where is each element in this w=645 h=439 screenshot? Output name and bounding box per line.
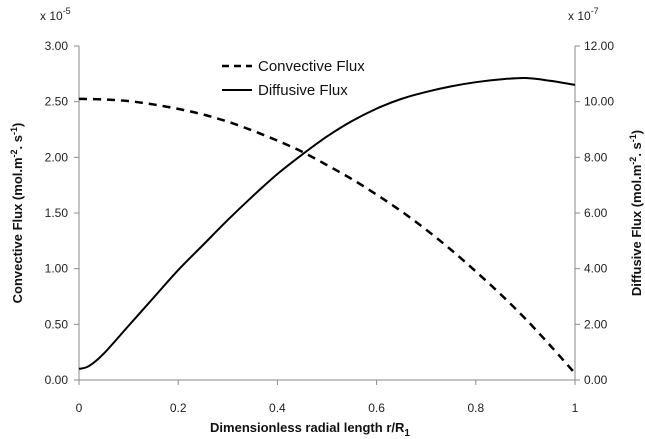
y-right-tick-label: 6.00 [584,206,608,220]
y-right-tick-label: 12.00 [584,39,614,53]
diffusive-flux-line [78,76,576,370]
y-left-tick-label: 0.00 [45,373,69,387]
y-left-tick-label: 1.00 [45,262,69,276]
x-tick-labels: 0 0.2 0.4 0.6 0.8 1 [76,380,579,415]
x-tick-label: 0 [76,401,83,415]
x-tick-label: 1 [572,401,579,415]
y-right-tick-label: 2.00 [584,317,608,331]
legend-label-diffusive: Diffusive Flux [258,82,348,99]
y-right-tick-labels: 0.00 2.00 4.00 6.00 8.00 10.00 12.00 [575,39,614,387]
y-left-tick-label: 1.50 [45,206,69,220]
y-left-tick-labels: 0.00 0.50 1.00 1.50 2.00 2.50 3.00 [45,39,79,387]
y-right-multiplier: x 10-7 [568,6,599,23]
y-left-tick-label: 0.50 [45,317,69,331]
y-left-tick-label: 2.00 [45,150,69,164]
legend-label-convective: Convective Flux [258,58,365,75]
y-left-multiplier: x 10-5 [40,6,71,23]
y-left-tick-label: 2.50 [45,95,69,109]
x-tick-label: 0.6 [368,401,385,415]
y-right-tick-label: 10.00 [584,95,614,109]
series-layer [78,76,576,375]
y-right-tick-label: 4.00 [584,262,608,276]
x-tick-label: 0.2 [170,401,187,415]
x-tick-label: 0.8 [467,401,484,415]
y-left-tick-label: 3.00 [45,39,69,53]
y-left-axis-title: Convective Flux (mol.m-2. s-1) [9,123,25,304]
y-right-axis-title: Diffusive Flux (mol.m-2. s-1) [628,130,644,296]
y-right-tick-label: 0.00 [584,373,608,387]
x-axis-title: Dimensionless radial length r/R1 [210,420,410,439]
y-right-tick-label: 8.00 [584,150,608,164]
x-tick-label: 0.4 [269,401,286,415]
convective-flux-line [78,97,576,375]
legend: Convective Flux Diffusive Flux [222,58,365,99]
